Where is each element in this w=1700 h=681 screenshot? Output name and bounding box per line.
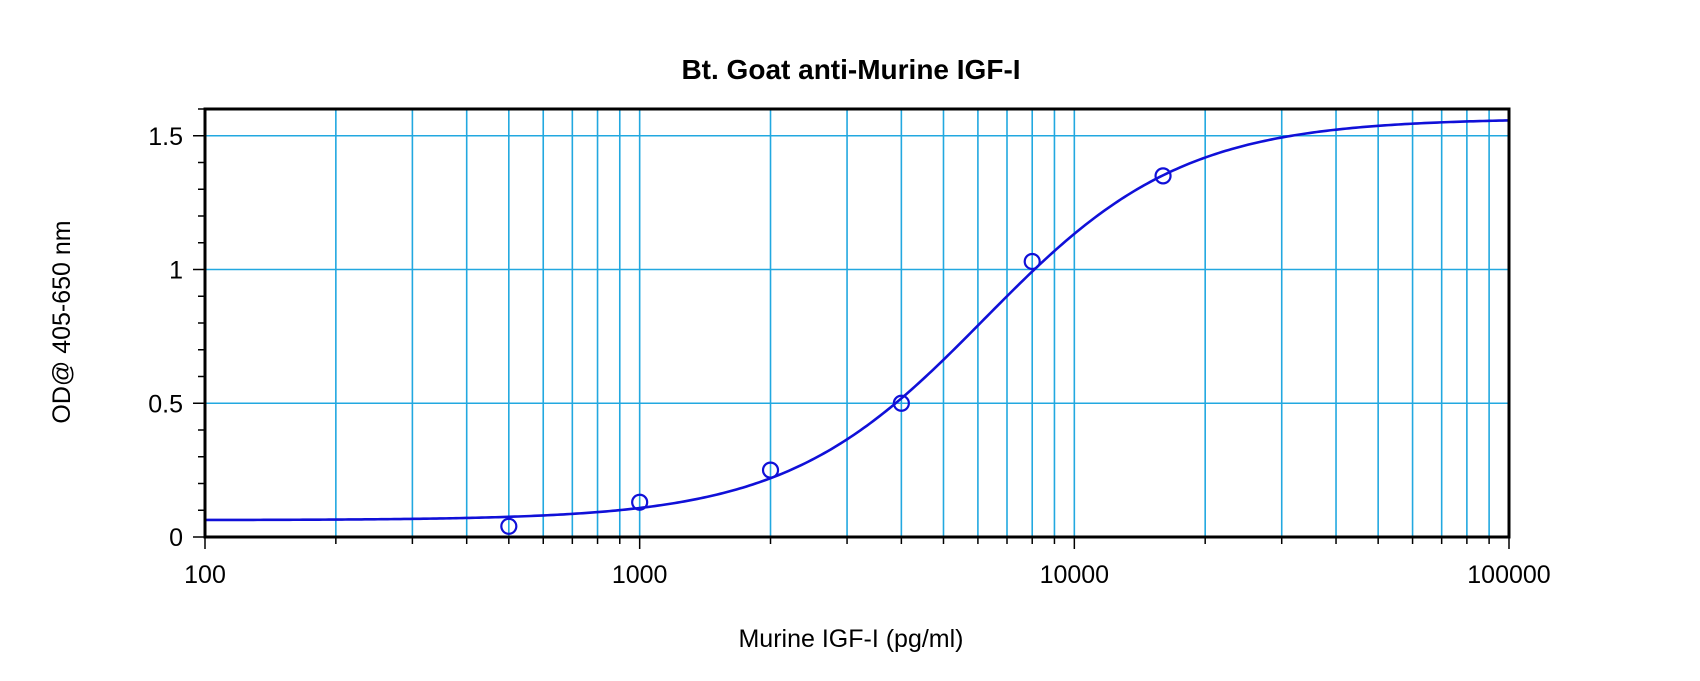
data-point xyxy=(1023,252,1041,271)
fit-curve-layer xyxy=(204,119,1510,522)
x-tick-label: 100000 xyxy=(1467,561,1550,589)
data-point xyxy=(892,394,910,412)
plot-frame xyxy=(203,107,1511,539)
y-tick-label: 0 xyxy=(169,524,183,552)
y-tick-label: 1 xyxy=(169,257,183,285)
data-point xyxy=(500,517,518,535)
fit-curve xyxy=(204,119,1510,522)
data-point xyxy=(1154,167,1172,185)
x-axis-label: Murine IGF-I (pg/ml) xyxy=(738,625,963,653)
grid xyxy=(205,109,1509,537)
y-axis-label: OD@ 405-650 nm xyxy=(48,220,76,423)
chart-title: Bt. Goat anti-Murine IGF-I xyxy=(681,54,1020,85)
axis-ticks xyxy=(193,108,1510,549)
data-points xyxy=(500,167,1172,535)
y-tick-labels: 0 0.5 1 1.5 xyxy=(148,123,183,552)
x-tick-label: 100 xyxy=(184,561,226,589)
data-point xyxy=(761,461,780,479)
x-tick-label: 10000 xyxy=(1040,561,1110,589)
x-tick-label: 1000 xyxy=(612,561,668,589)
y-tick-label: 0.5 xyxy=(148,390,183,418)
data-point xyxy=(631,493,649,511)
x-tick-labels: 100 1000 10000 100000 xyxy=(184,561,1551,589)
y-tick-label: 1.5 xyxy=(148,123,183,151)
